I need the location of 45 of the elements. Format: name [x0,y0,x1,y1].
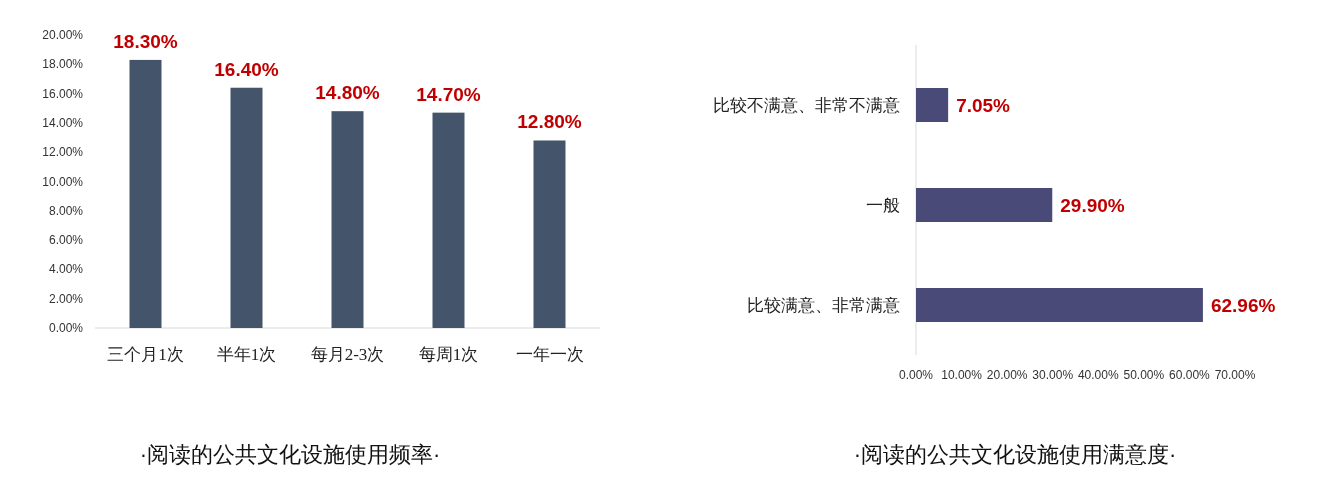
bar [916,88,949,122]
bar [331,111,364,328]
y-tick-label: 比较满意、非常满意 [747,296,900,315]
y-tick-label: 4.00% [48,262,84,277]
bar [432,112,465,328]
y-tick-label: 0.00% [48,321,84,335]
y-tick-label: 12.00% [42,145,84,160]
bar [916,288,1203,322]
x-tick-label: 三个月1次 [107,345,184,364]
x-tick-label: 一年一次 [515,345,584,364]
y-tick-label: 2.00% [48,291,84,306]
x-tick-label: 0.00% [898,368,934,382]
data-label: 18.30% [113,30,178,52]
x-tick-label: 半年1次 [216,345,277,364]
y-tick-label: 10.00% [42,174,84,189]
data-label: 29.90% [1060,195,1125,216]
data-label: 7.05% [956,95,1011,116]
x-tick-label: 70.00% [1214,368,1256,382]
bar [916,188,1053,222]
y-tick-label: 14.00% [42,115,84,130]
x-tick-label: 50.00% [1123,368,1165,382]
y-tick-label: 比较不满意、非常不满意 [713,96,900,115]
y-tick-label: 20.00% [42,28,84,42]
text: ·阅读的公共文化设施使用满意度· [853,442,1177,467]
y-tick-label: 一般 [866,196,900,215]
y-tick-label: 16.00% [42,86,84,101]
data-label: 12.80% [517,111,582,133]
data-label: 14.80% [315,82,380,104]
bar [533,140,566,328]
y-tick-label: 6.00% [48,233,84,248]
x-tick-label: 60.00% [1169,368,1211,382]
x-tick-label: 每月2-3次 [310,345,385,364]
bar [129,59,162,328]
x-tick-label: 10.00% [941,368,983,382]
data-label: 62.96% [1210,295,1276,316]
text: ·阅读的公共文化设施使用频率· [139,442,441,467]
x-tick-label: 40.00% [1077,368,1119,382]
data-label: 14.70% [416,83,481,105]
y-tick-label: 18.00% [42,57,84,72]
x-tick-label: 20.00% [986,368,1028,382]
x-tick-label: 每周1次 [418,345,479,364]
bar [230,87,263,328]
y-tick-label: 8.00% [48,203,84,218]
data-label: 16.40% [214,58,279,80]
x-tick-label: 30.00% [1032,368,1074,382]
